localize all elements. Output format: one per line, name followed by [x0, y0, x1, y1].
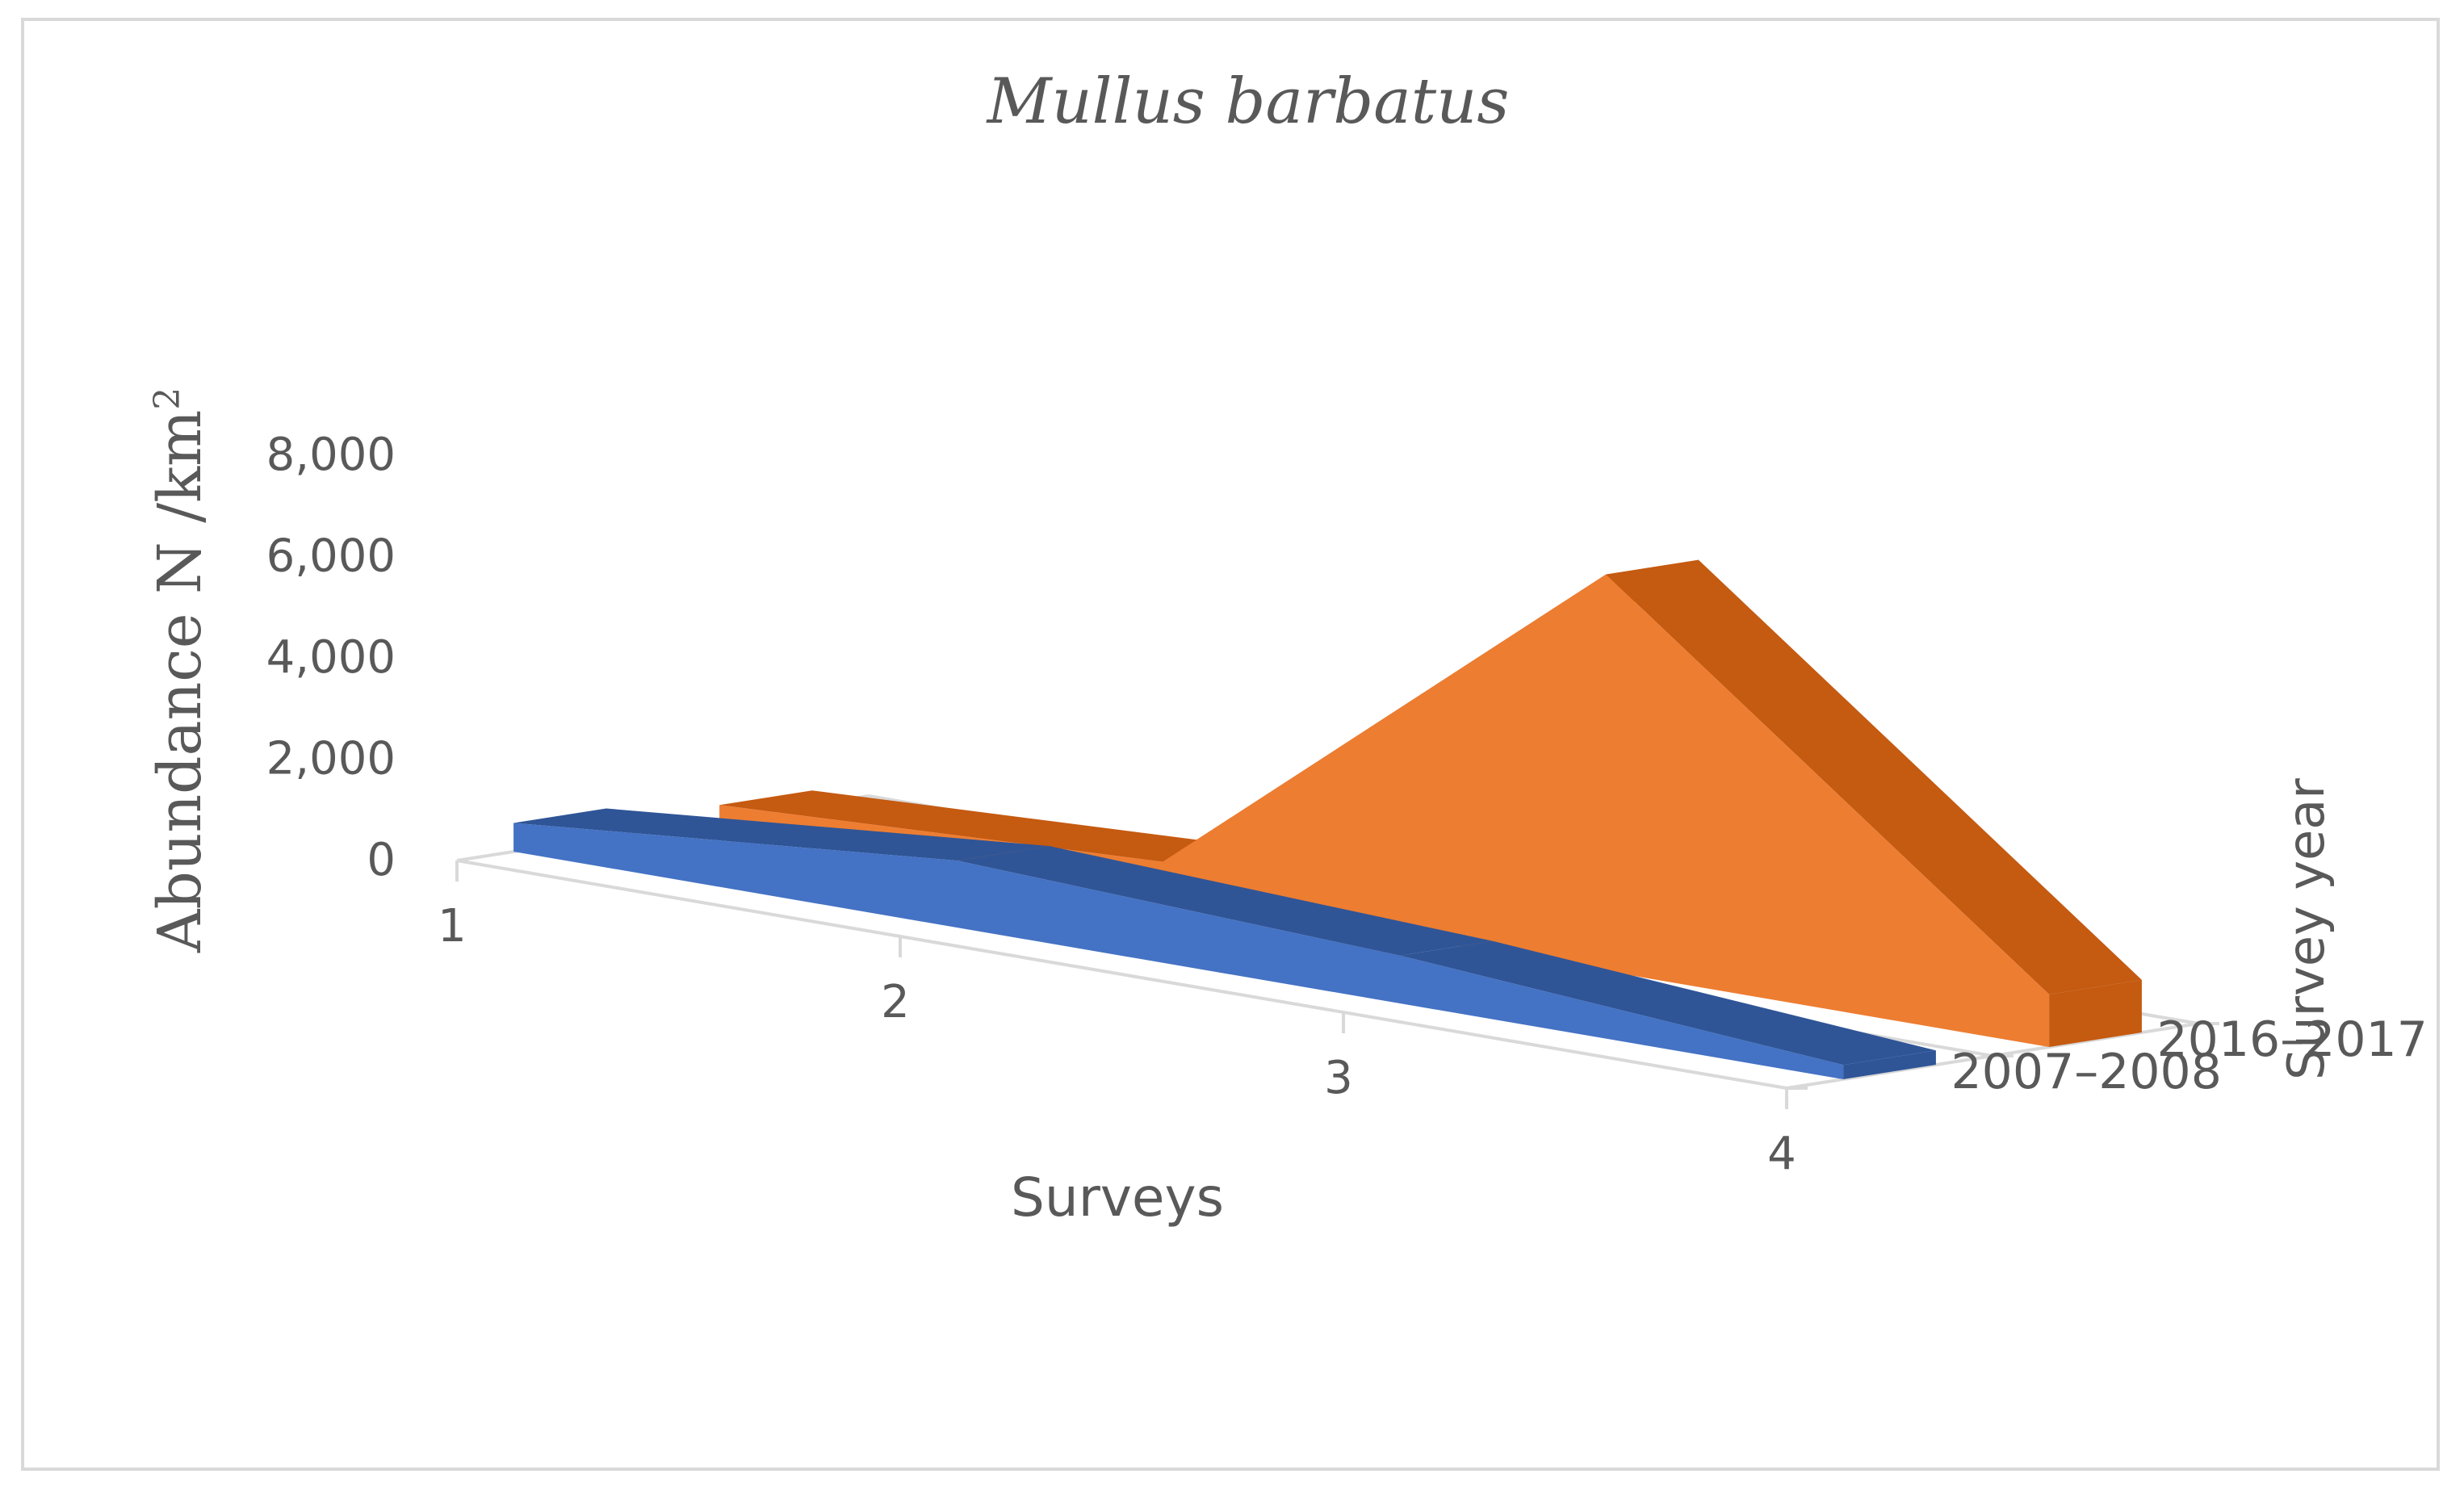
z-tick-label: 2007–2008: [1951, 1044, 2222, 1100]
z-tick-label: 2016–2017: [2157, 1011, 2428, 1068]
series-top-segment: [1606, 559, 2142, 995]
series-front-face: [719, 574, 2050, 1047]
y-axis-title: Abundance N /km2: [145, 387, 215, 953]
z-axis-title: Survey year: [2277, 778, 2336, 1080]
series-first-ribbon: [513, 808, 1936, 1079]
series-top-segment: [719, 790, 1255, 862]
series-front-face: [513, 823, 1844, 1079]
x-tick-label: 1: [438, 900, 467, 953]
y-axis-title-superscript: 2: [147, 387, 188, 410]
y-axis-ticks: 0 2,000 4,000 6,000 8,000: [266, 429, 396, 886]
y-axis-title-text: Abundance N /km: [145, 410, 215, 953]
series-top-segment: [513, 808, 1050, 861]
series-top-segment: [957, 846, 1493, 956]
series-second-ribbon: [719, 559, 2142, 1047]
chart-frame: [21, 18, 2440, 1471]
y-tick-label: 2,000: [266, 733, 396, 785]
x-tick-label: 2: [881, 976, 910, 1028]
y-tick-label: 0: [367, 834, 396, 886]
plot-area: [513, 559, 2142, 1079]
x-tick-label: 4: [1767, 1128, 1796, 1180]
series-end-cap: [1843, 1050, 1936, 1079]
x-axis-ticks: 1 2 3 4: [438, 861, 1796, 1180]
x-axis-title: Surveys: [1011, 1166, 1224, 1229]
y-tick-label: 4,000: [266, 631, 396, 684]
y-tick-label: 8,000: [266, 429, 396, 481]
chart-title: Mullus barbatus: [986, 65, 1510, 138]
series-end-cap: [2049, 979, 2142, 1047]
y-tick-label: 6,000: [266, 530, 396, 583]
floor-line: [456, 859, 1787, 1090]
x-tick-label: 3: [1324, 1052, 1353, 1104]
series-top-segment: [1400, 940, 1936, 1066]
